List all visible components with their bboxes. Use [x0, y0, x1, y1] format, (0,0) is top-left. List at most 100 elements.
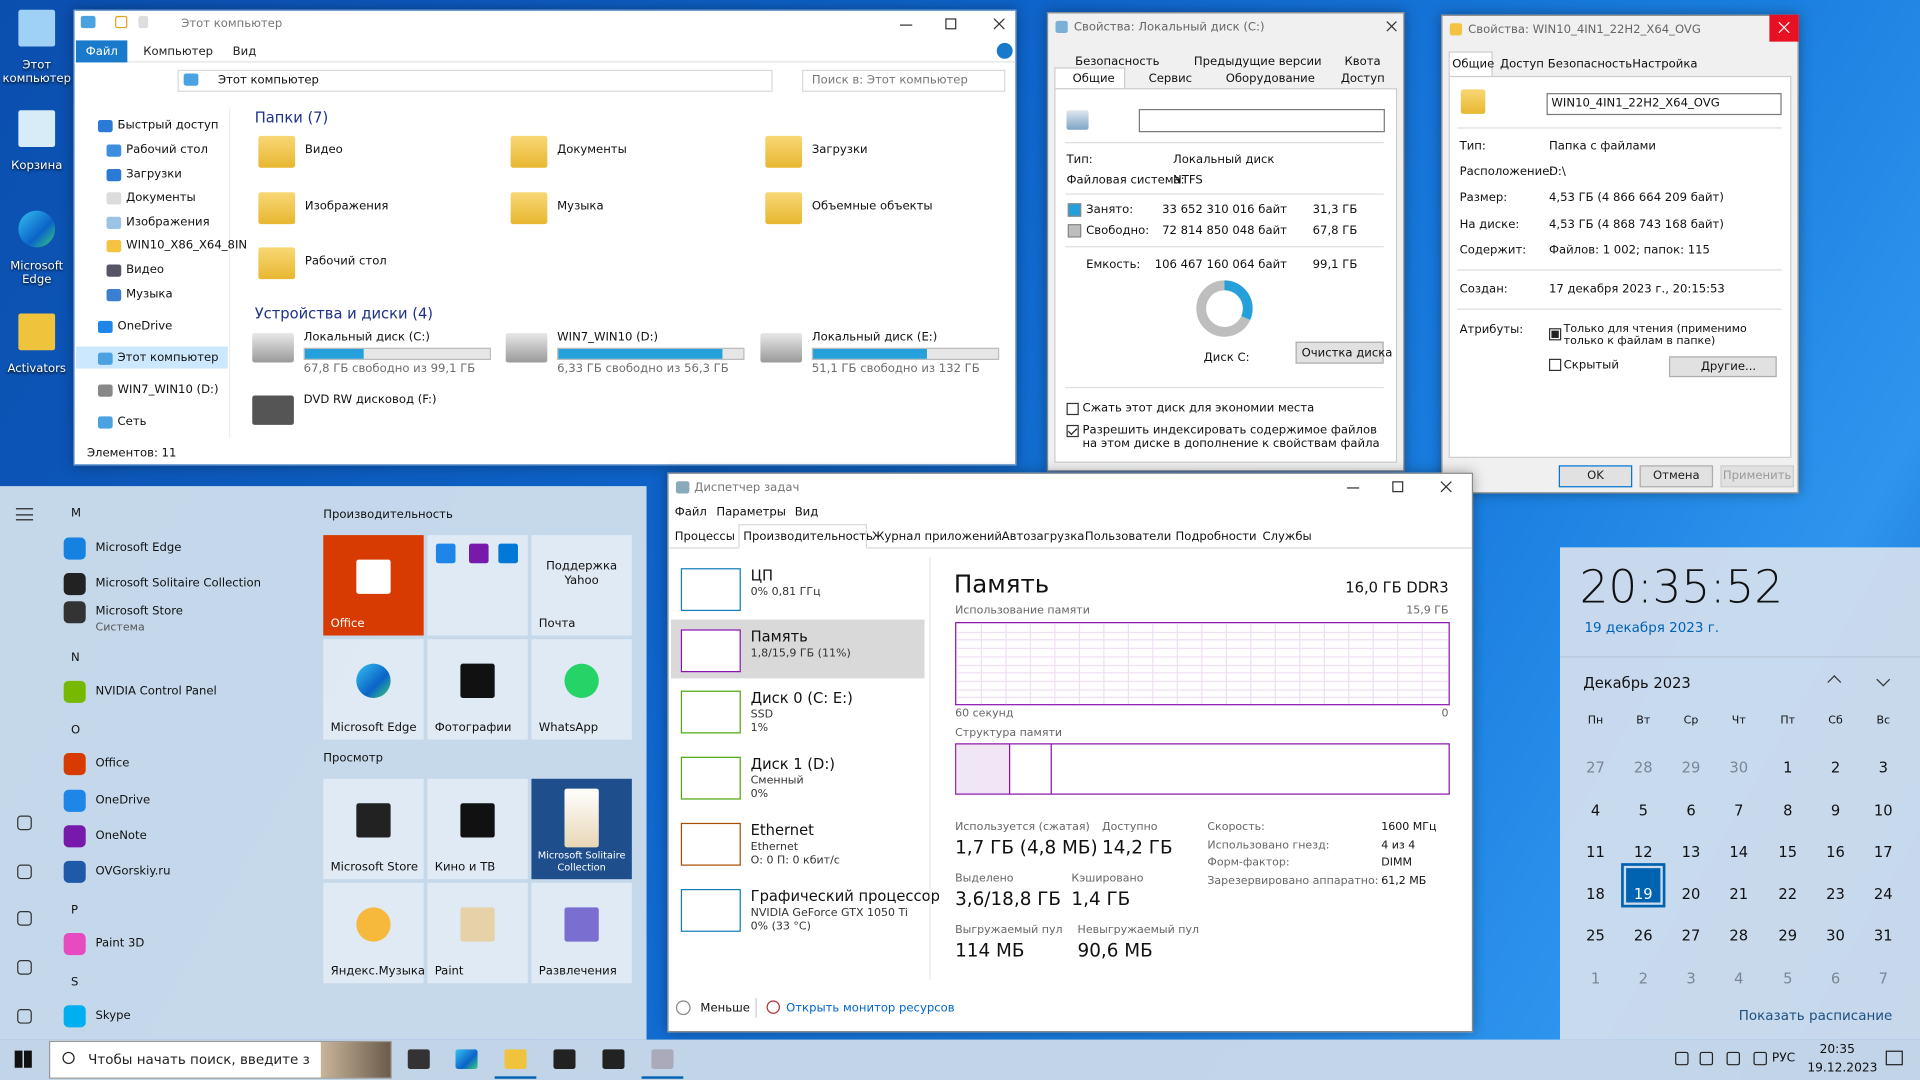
nav-item[interactable]: Документы: [126, 191, 196, 205]
minimize-button[interactable]: [1346, 487, 1360, 489]
calendar-day[interactable]: 21: [1729, 885, 1749, 903]
checkbox[interactable]: [1548, 358, 1562, 372]
calendar-day[interactable]: 9: [1830, 802, 1841, 820]
file-tab[interactable]: [75, 40, 128, 63]
cleanup-button[interactable]: [1295, 341, 1384, 364]
calendar-day[interactable]: 25: [1586, 926, 1605, 945]
nav-item[interactable]: OneDrive: [117, 319, 173, 334]
drive-name[interactable]: Локальный диск (C:): [303, 330, 430, 345]
calendar-day[interactable]: 7: [1878, 969, 1888, 987]
app-name[interactable]: Microsoft Store: [95, 604, 183, 619]
tab[interactable]: Оборудование: [1225, 72, 1315, 86]
app-name[interactable]: OneNote: [95, 828, 147, 843]
taskbar-app[interactable]: [407, 1049, 430, 1069]
side-icon[interactable]: [17, 815, 32, 831]
fewer-details[interactable]: Меньше: [700, 1001, 750, 1016]
nav-item[interactable]: WIN7_WIN10 (D:): [117, 383, 219, 397]
calendar-day[interactable]: 30: [1826, 926, 1845, 945]
app-name[interactable]: OVGorskiy.ru: [95, 864, 171, 878]
calendar-day[interactable]: 15: [1778, 843, 1798, 861]
calendar-day[interactable]: 27: [1681, 926, 1701, 945]
resource-graph[interactable]: [680, 822, 741, 866]
nav-item[interactable]: WIN10_X86_X64_8IN: [126, 238, 248, 253]
calendar-day[interactable]: 19: [1633, 885, 1653, 903]
fewer-icon[interactable]: [675, 1000, 691, 1016]
calendar-day[interactable]: 24: [1873, 885, 1893, 903]
start-button[interactable]: [14, 1050, 32, 1068]
calendar-day[interactable]: 22: [1778, 885, 1798, 903]
side-icon[interactable]: [17, 911, 32, 926]
calendar-day[interactable]: 12: [1633, 843, 1653, 861]
menu-item[interactable]: Параметры: [716, 505, 787, 520]
tab[interactable]: Доступ: [1500, 57, 1544, 72]
checkbox[interactable]: [1066, 424, 1079, 438]
dialog-button[interactable]: [1720, 465, 1794, 488]
folder-name[interactable]: Загрузки: [811, 143, 868, 157]
letter-header[interactable]: M: [71, 506, 82, 521]
close-button[interactable]: [1769, 14, 1799, 42]
calendar-day[interactable]: 20: [1681, 885, 1701, 903]
calendar-day[interactable]: 11: [1586, 843, 1605, 861]
resource-graph[interactable]: [680, 756, 741, 800]
folder-name[interactable]: Изображения: [304, 199, 389, 214]
ribbon-tab[interactable]: Компьютер: [143, 45, 214, 59]
resource-graph[interactable]: [680, 629, 741, 673]
close-button[interactable]: [1439, 480, 1454, 495]
tab[interactable]: Процессы: [674, 530, 735, 544]
advanced-button[interactable]: [1668, 356, 1777, 378]
calendar-day[interactable]: 18: [1586, 885, 1605, 903]
checkbox[interactable]: [1066, 402, 1079, 416]
tab[interactable]: Безопасность: [1075, 55, 1160, 69]
dialog-button[interactable]: [1639, 465, 1714, 488]
app-name[interactable]: Skype: [95, 1008, 131, 1023]
calendar-day[interactable]: 13: [1681, 843, 1701, 861]
resource-graph[interactable]: [680, 888, 741, 932]
tab[interactable]: Сервис: [1148, 72, 1193, 86]
letter-header[interactable]: S: [71, 975, 79, 990]
ribbon-tab[interactable]: Файл: [85, 45, 118, 59]
tab[interactable]: Общие: [1072, 72, 1115, 86]
taskbar-app[interactable]: [553, 1049, 576, 1069]
resource-monitor-link[interactable]: Открыть монитор ресурсов: [786, 1001, 955, 1016]
taskbar-app[interactable]: [651, 1049, 674, 1069]
taskbar-app[interactable]: [602, 1049, 625, 1069]
tab[interactable]: Доступ: [1340, 72, 1385, 86]
desktop-icon-label[interactable]: Корзина: [11, 159, 63, 173]
drive-name[interactable]: WIN7_WIN10 (D:): [557, 330, 659, 345]
letter-header[interactable]: N: [71, 651, 80, 665]
app-name[interactable]: Microsoft Edge: [95, 541, 182, 555]
calendar-day[interactable]: 6: [1686, 802, 1696, 820]
language[interactable]: РУС: [1771, 1051, 1796, 1066]
tab[interactable]: Безопасность: [1547, 57, 1633, 72]
desktop-icon-label[interactable]: Этот компьютер: [2, 58, 71, 86]
calendar-day[interactable]: 1: [1783, 759, 1793, 777]
nav-item[interactable]: Этот компьютер: [117, 351, 219, 365]
tile[interactable]: [531, 535, 632, 636]
app-name[interactable]: Office: [95, 756, 130, 771]
tab[interactable]: Настройка: [1632, 57, 1698, 72]
agenda-toggle[interactable]: Показать расписание: [1738, 1007, 1893, 1024]
menu-item[interactable]: Файл: [674, 505, 707, 520]
calendar-day[interactable]: 29: [1778, 926, 1798, 945]
taskbar-app[interactable]: [455, 1049, 478, 1069]
nav-item[interactable]: Рабочий стол: [126, 143, 208, 157]
calendar-day[interactable]: 3: [1686, 969, 1696, 987]
side-icon[interactable]: [17, 960, 32, 975]
calendar-day[interactable]: 17: [1873, 843, 1893, 861]
app-name[interactable]: Paint 3D: [95, 936, 145, 951]
app-name[interactable]: NVIDIA Control Panel: [95, 684, 217, 698]
taskbar-app[interactable]: [504, 1049, 527, 1069]
close-button[interactable]: [992, 17, 1007, 32]
calendar-day[interactable]: 1: [1590, 969, 1601, 987]
tray-time[interactable]: 20:35: [1819, 1043, 1855, 1057]
drive-name[interactable]: DVD RW дисковод (F:): [303, 393, 437, 407]
calendar-day[interactable]: 4: [1734, 969, 1744, 987]
folder-name[interactable]: Объемные объекты: [811, 199, 933, 214]
calendar-day[interactable]: 28: [1729, 926, 1749, 945]
minimize-button[interactable]: [900, 24, 913, 26]
drive-name[interactable]: Локальный диск (E:): [811, 330, 938, 345]
nav-item[interactable]: Видео: [126, 263, 164, 277]
tab[interactable]: Журнал приложений: [871, 530, 1002, 544]
menu-item[interactable]: Вид: [794, 505, 819, 520]
close-button[interactable]: [1385, 20, 1397, 32]
